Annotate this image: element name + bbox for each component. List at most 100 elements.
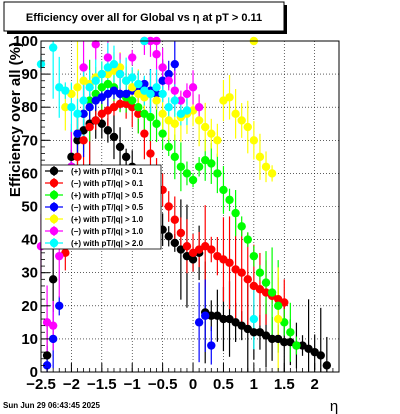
data-point — [201, 122, 210, 132]
data-point — [170, 59, 179, 69]
legend-marker — [49, 226, 59, 236]
chart-title-box: Efficiency over all for Global vs η at p… — [3, 1, 287, 34]
data-point — [170, 119, 179, 128]
y-tick-label: 100 — [13, 33, 38, 50]
legend-marker — [49, 214, 59, 224]
data-point — [188, 83, 198, 92]
y-tick-label: 80 — [21, 99, 38, 116]
y-tick-label: 10 — [21, 331, 38, 348]
data-point — [152, 119, 161, 128]
data-point — [73, 109, 82, 119]
data-point — [115, 99, 125, 109]
legend-entry-label: (−) with pT/|q| > 0.1 — [71, 179, 144, 188]
data-point — [249, 328, 259, 337]
data-point — [249, 251, 259, 261]
data-point — [194, 103, 204, 112]
data-point — [115, 89, 125, 99]
timestamp-label: Sun Jun 29 06:43:45 2025 — [3, 401, 100, 410]
data-point — [152, 50, 161, 59]
x-tick-label: 1 — [250, 376, 258, 393]
data-point — [48, 275, 58, 284]
x-axis-label: η — [330, 398, 338, 414]
data-point — [79, 96, 88, 105]
data-points — [36, 36, 332, 370]
data-point — [243, 275, 252, 284]
data-point — [237, 222, 246, 231]
data-point — [115, 142, 125, 152]
data-point — [261, 162, 271, 171]
data-point — [67, 152, 76, 162]
data-point — [109, 59, 119, 69]
data-point — [91, 40, 100, 49]
data-point — [237, 268, 246, 277]
x-tick-label: 0.5 — [213, 376, 234, 393]
data-point — [48, 334, 58, 344]
data-point — [164, 232, 173, 241]
data-point — [146, 149, 155, 158]
y-tick-label: 60 — [21, 165, 38, 182]
data-point — [213, 136, 222, 145]
data-point — [164, 76, 173, 85]
y-tick-label: 20 — [21, 298, 38, 315]
data-point — [219, 185, 228, 195]
data-point — [219, 314, 228, 324]
data-point — [194, 116, 204, 125]
data-point — [158, 76, 167, 85]
legend-entry-label: (+) with pT/|q| > 0.5 — [71, 191, 144, 200]
data-point — [225, 258, 234, 267]
data-point — [292, 341, 301, 350]
data-point — [134, 109, 143, 119]
data-point — [170, 152, 179, 162]
data-point — [97, 69, 107, 79]
legend-marker — [49, 190, 59, 200]
data-point — [182, 89, 192, 99]
data-point — [267, 334, 277, 344]
data-point — [322, 361, 332, 370]
data-point — [273, 314, 283, 324]
data-point — [182, 106, 192, 115]
x-tick-label: 0 — [189, 376, 197, 393]
data-point — [128, 96, 137, 105]
data-point — [255, 268, 265, 277]
data-point — [267, 288, 277, 297]
data-point — [273, 301, 283, 310]
x-tick-label: −1.5 — [87, 376, 117, 393]
data-point — [134, 103, 143, 112]
data-point — [79, 136, 88, 145]
data-point — [67, 103, 76, 112]
data-point — [103, 53, 113, 62]
data-point — [207, 159, 216, 168]
x-tick-label: 2 — [311, 376, 319, 393]
data-point — [243, 122, 252, 132]
data-point — [261, 278, 271, 287]
data-point — [176, 162, 186, 171]
data-point — [79, 109, 88, 119]
data-point — [128, 103, 137, 112]
data-point — [280, 338, 289, 347]
data-point — [85, 96, 94, 105]
data-point — [176, 96, 186, 105]
data-point — [243, 235, 252, 244]
data-point — [164, 142, 173, 152]
axes: −2.5 −2 −1.5 −1 −0.5 0 0.5 1 1.5 2010203040506070… — [13, 33, 340, 393]
data-point — [109, 132, 119, 142]
data-point — [79, 63, 88, 72]
y-tick-label: 50 — [21, 199, 38, 216]
data-point — [201, 311, 210, 320]
data-point — [188, 255, 198, 264]
data-point — [158, 109, 167, 119]
legend-marker — [49, 238, 59, 248]
data-point — [213, 169, 222, 178]
data-point — [42, 351, 52, 360]
legend-entry-label: (−) with pT/|q| > 0.5 — [71, 203, 144, 212]
legend-entry-label: (−) with pT/|q| > 1.0 — [71, 227, 144, 236]
legend-entry-label: (+) with pT/|q| > 1.0 — [71, 215, 144, 224]
x-tick-label: −0.5 — [148, 376, 178, 393]
data-point — [55, 251, 64, 261]
data-point — [225, 195, 234, 205]
data-point — [91, 116, 100, 125]
data-point — [128, 73, 137, 82]
data-point — [170, 238, 179, 248]
data-point — [73, 152, 82, 162]
